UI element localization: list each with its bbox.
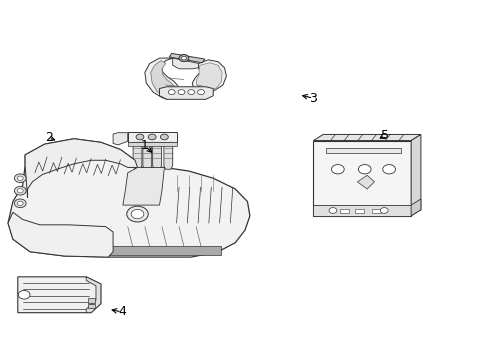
Polygon shape <box>86 277 101 313</box>
Polygon shape <box>25 139 138 198</box>
Circle shape <box>14 174 26 183</box>
Circle shape <box>329 208 337 213</box>
Polygon shape <box>357 175 374 189</box>
Circle shape <box>160 134 168 140</box>
Polygon shape <box>196 63 222 90</box>
Circle shape <box>148 134 156 140</box>
Text: 3: 3 <box>310 92 318 105</box>
Polygon shape <box>8 212 113 257</box>
Polygon shape <box>169 53 205 63</box>
Polygon shape <box>411 134 421 216</box>
Bar <box>355 210 364 213</box>
Bar <box>88 298 95 303</box>
Polygon shape <box>108 246 220 255</box>
Circle shape <box>131 210 144 219</box>
Circle shape <box>188 90 195 95</box>
Polygon shape <box>133 142 142 169</box>
Polygon shape <box>8 139 250 257</box>
Polygon shape <box>314 205 411 216</box>
Circle shape <box>127 206 148 222</box>
Circle shape <box>14 186 26 195</box>
Circle shape <box>18 291 30 299</box>
Text: 2: 2 <box>45 131 52 144</box>
Polygon shape <box>326 148 401 153</box>
Polygon shape <box>113 133 128 145</box>
Polygon shape <box>411 199 421 216</box>
Text: 5: 5 <box>381 129 389 142</box>
Polygon shape <box>172 58 198 69</box>
Circle shape <box>197 90 204 95</box>
Polygon shape <box>192 60 226 93</box>
Circle shape <box>17 201 23 206</box>
Polygon shape <box>153 142 161 169</box>
Polygon shape <box>128 142 176 146</box>
Polygon shape <box>123 167 164 205</box>
Polygon shape <box>18 277 101 313</box>
Bar <box>88 304 95 308</box>
Polygon shape <box>143 142 152 169</box>
Circle shape <box>181 56 186 60</box>
Circle shape <box>17 176 23 180</box>
Polygon shape <box>314 140 411 216</box>
Polygon shape <box>314 134 421 140</box>
Polygon shape <box>128 132 176 142</box>
Bar <box>372 210 381 213</box>
Circle shape <box>380 208 388 213</box>
Polygon shape <box>159 87 213 99</box>
Circle shape <box>136 134 144 140</box>
Circle shape <box>331 165 344 174</box>
Circle shape <box>168 90 175 95</box>
Circle shape <box>14 199 26 208</box>
Polygon shape <box>145 58 178 99</box>
Circle shape <box>17 189 23 193</box>
Text: 1: 1 <box>141 139 149 152</box>
Bar <box>340 210 349 213</box>
Circle shape <box>383 165 395 174</box>
Circle shape <box>358 165 371 174</box>
Polygon shape <box>151 60 175 97</box>
Circle shape <box>178 90 185 95</box>
Circle shape <box>179 54 189 62</box>
Polygon shape <box>164 142 172 169</box>
Text: 4: 4 <box>118 306 126 319</box>
